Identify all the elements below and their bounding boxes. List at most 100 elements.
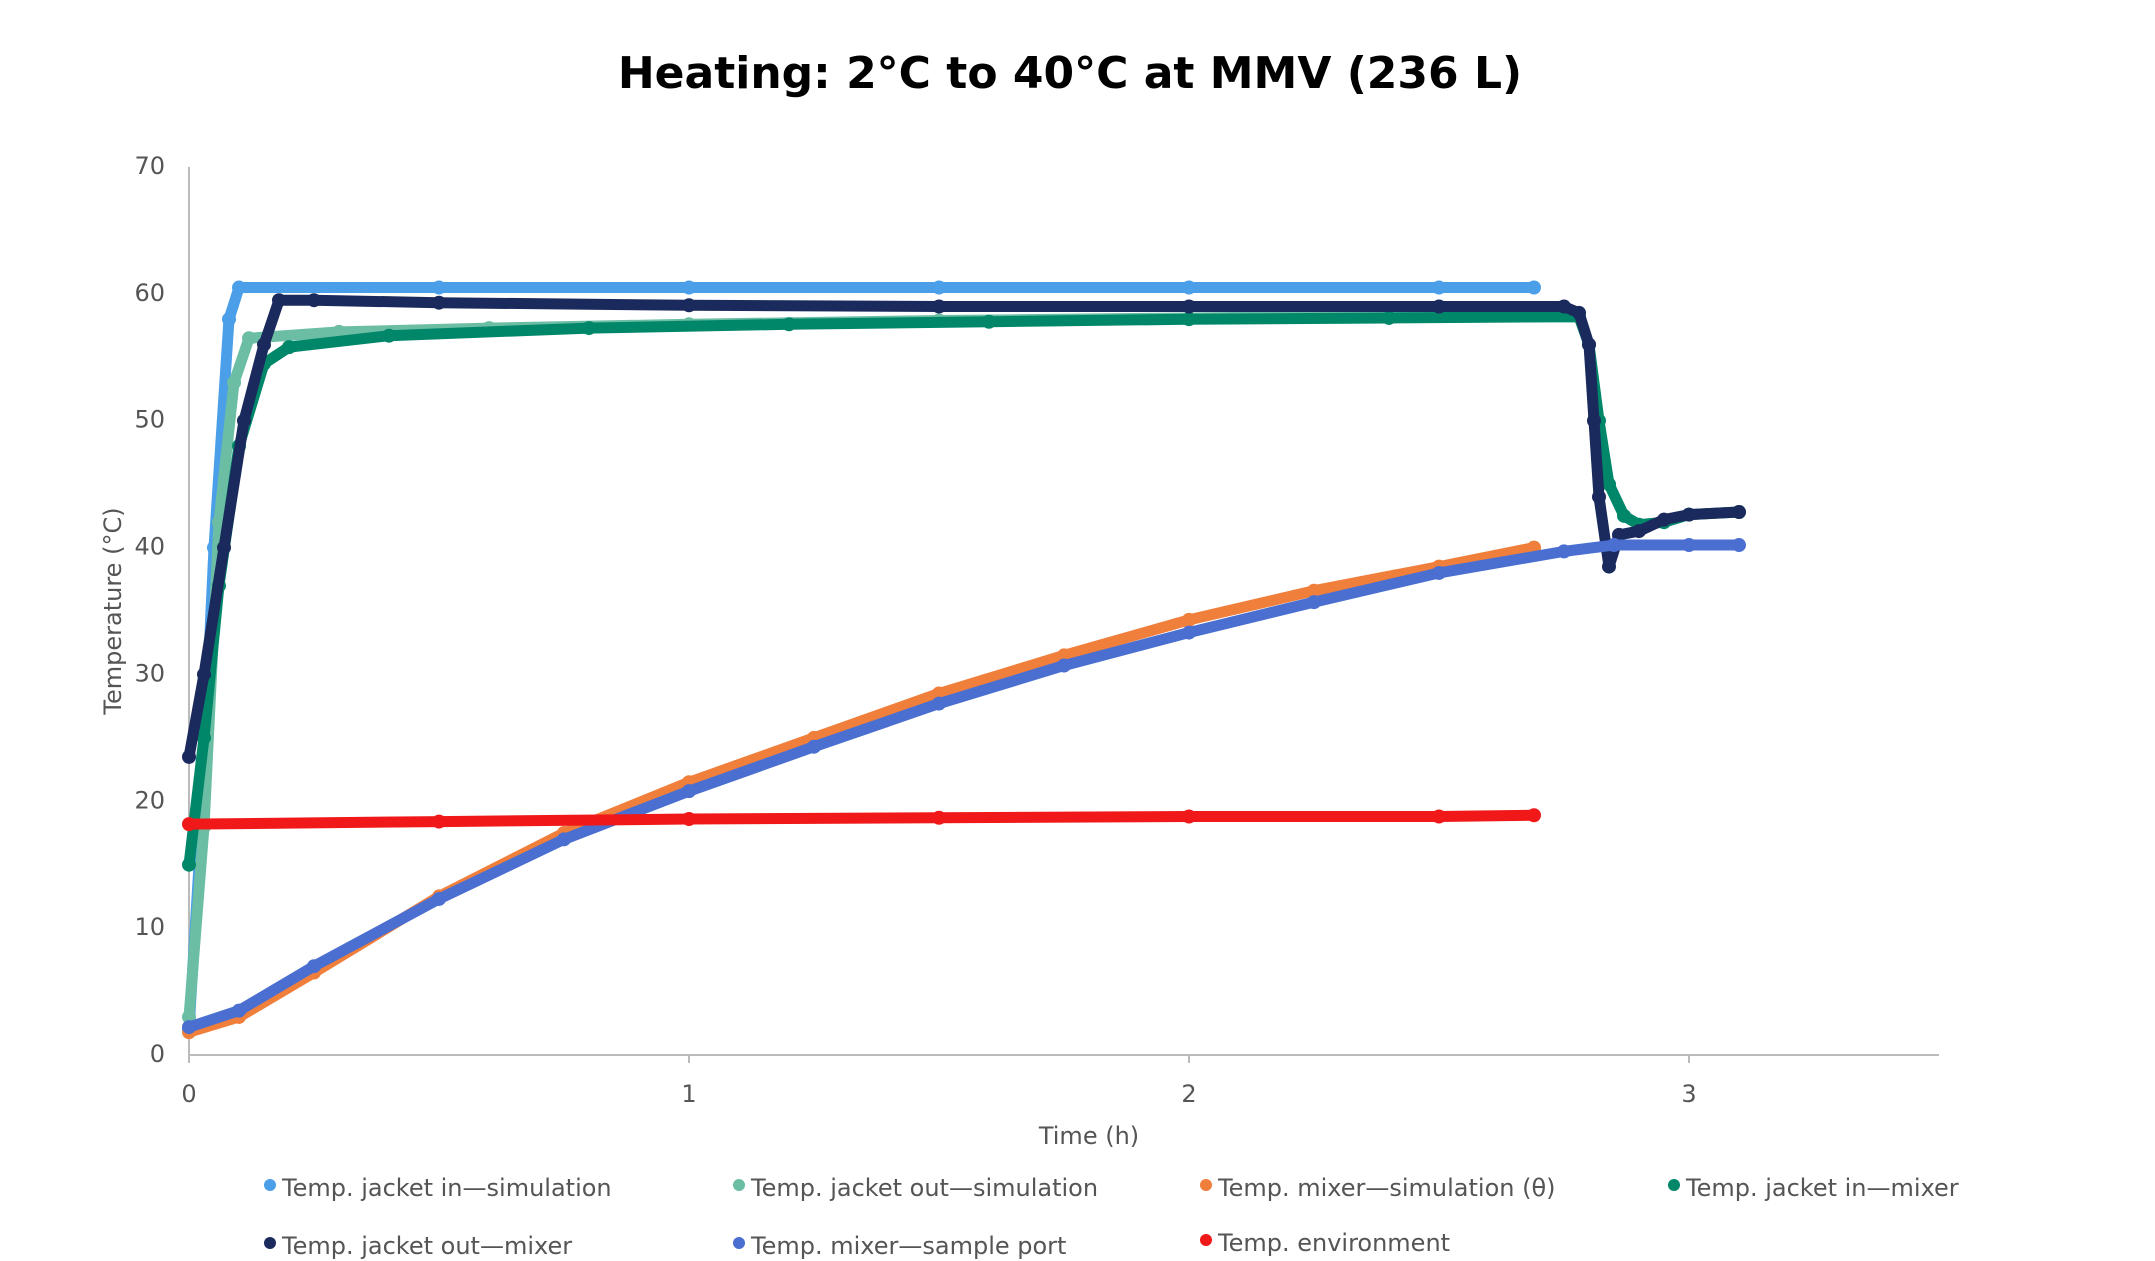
data-point [982, 314, 996, 329]
data-point [1682, 507, 1696, 522]
data-point [682, 298, 696, 313]
data-point [182, 1020, 196, 1035]
data-point [1307, 583, 1321, 598]
y-tick-label: 60 [134, 279, 165, 307]
y-tick-label: 20 [134, 786, 165, 814]
series-trace [183, 542, 1540, 1038]
legend-label: Temp. jacket out—mixer [281, 1232, 572, 1260]
series-trace [183, 539, 1745, 1033]
y-tick-label: 30 [134, 659, 165, 687]
data-point [232, 280, 246, 295]
data-point [1527, 808, 1541, 823]
data-point [1182, 612, 1196, 627]
data-point [1732, 505, 1746, 520]
chart-title: Heating: 2°C to 40°C at MMV (236 L) [618, 48, 1522, 99]
data-point [272, 293, 286, 308]
data-point [1382, 310, 1396, 325]
data-point [1602, 477, 1616, 492]
data-point [307, 959, 321, 974]
legend-label: Temp. jacket out—simulation [750, 1174, 1098, 1202]
y-tick-label: 40 [134, 533, 165, 561]
data-point [232, 1003, 246, 1018]
data-point [682, 812, 696, 827]
data-point [307, 293, 321, 308]
data-point [1592, 489, 1606, 504]
series-trace [183, 308, 1540, 1023]
data-point [1307, 595, 1321, 610]
y-tick-label: 50 [134, 406, 165, 434]
series-trace [183, 282, 1540, 1036]
x-tick-label: 1 [681, 1080, 696, 1108]
y-tick-label: 70 [134, 152, 165, 180]
x-axis-title: Time (h) [1038, 1122, 1139, 1150]
data-point [227, 375, 241, 390]
legend-marker [733, 1237, 745, 1249]
data-point [1057, 648, 1071, 663]
data-point [582, 321, 596, 336]
data-point [1182, 312, 1196, 327]
data-point [932, 299, 946, 314]
data-point [242, 331, 256, 346]
data-point [1527, 280, 1541, 295]
legend-marker [1668, 1179, 1680, 1191]
legend-label: Temp. jacket in—simulation [281, 1174, 612, 1202]
data-point [382, 328, 396, 343]
data-point [557, 832, 571, 847]
legend-label: Temp. environment [1217, 1229, 1450, 1257]
data-point [1432, 809, 1446, 824]
series-trace [183, 809, 1540, 830]
data-point [1607, 538, 1621, 553]
data-point [182, 857, 196, 872]
data-point [1182, 809, 1196, 824]
y-axis-title: Temperature (°C) [99, 507, 127, 715]
data-point [682, 280, 696, 295]
y-tick-label: 0 [150, 1040, 165, 1068]
x-tick-label: 3 [1681, 1080, 1696, 1108]
legend-label: Temp. jacket in—mixer [1685, 1174, 1959, 1202]
data-point [197, 667, 211, 682]
data-point [1632, 524, 1646, 539]
data-point [1432, 299, 1446, 314]
data-point [782, 317, 796, 332]
data-point [1182, 280, 1196, 295]
data-point [432, 280, 446, 295]
legend-label: Temp. mixer—sample port [750, 1232, 1066, 1260]
data-point [1617, 508, 1631, 523]
data-point [432, 891, 446, 906]
data-point [807, 739, 821, 754]
data-point [1557, 544, 1571, 559]
legend-marker [1200, 1234, 1212, 1246]
data-point [1182, 299, 1196, 314]
legend-marker [264, 1237, 276, 1249]
data-point [197, 730, 211, 745]
legend-marker [264, 1179, 276, 1191]
legend-label: Temp. mixer—simulation (θ) [1217, 1174, 1556, 1202]
data-point [1582, 337, 1596, 352]
data-point [222, 312, 236, 327]
data-point [932, 280, 946, 295]
data-point [282, 340, 296, 355]
data-point [1432, 280, 1446, 295]
data-point [237, 413, 251, 428]
data-point [182, 817, 196, 832]
data-point [932, 810, 946, 825]
data-point [432, 814, 446, 829]
data-point [1587, 413, 1601, 428]
data-point [932, 696, 946, 711]
data-point [1432, 565, 1446, 580]
data-point [1732, 538, 1746, 553]
data-point [1057, 658, 1071, 673]
data-point [1602, 559, 1616, 574]
x-tick-label: 2 [1181, 1080, 1196, 1108]
y-tick-label: 10 [134, 913, 165, 941]
data-point [217, 540, 231, 555]
data-point [1182, 625, 1196, 640]
data-point [1557, 299, 1571, 314]
data-point [1572, 305, 1586, 320]
x-tick-label: 0 [181, 1080, 196, 1108]
data-point [1682, 538, 1696, 553]
data-point [682, 784, 696, 799]
data-point [182, 749, 196, 764]
legend-marker [1200, 1179, 1212, 1191]
